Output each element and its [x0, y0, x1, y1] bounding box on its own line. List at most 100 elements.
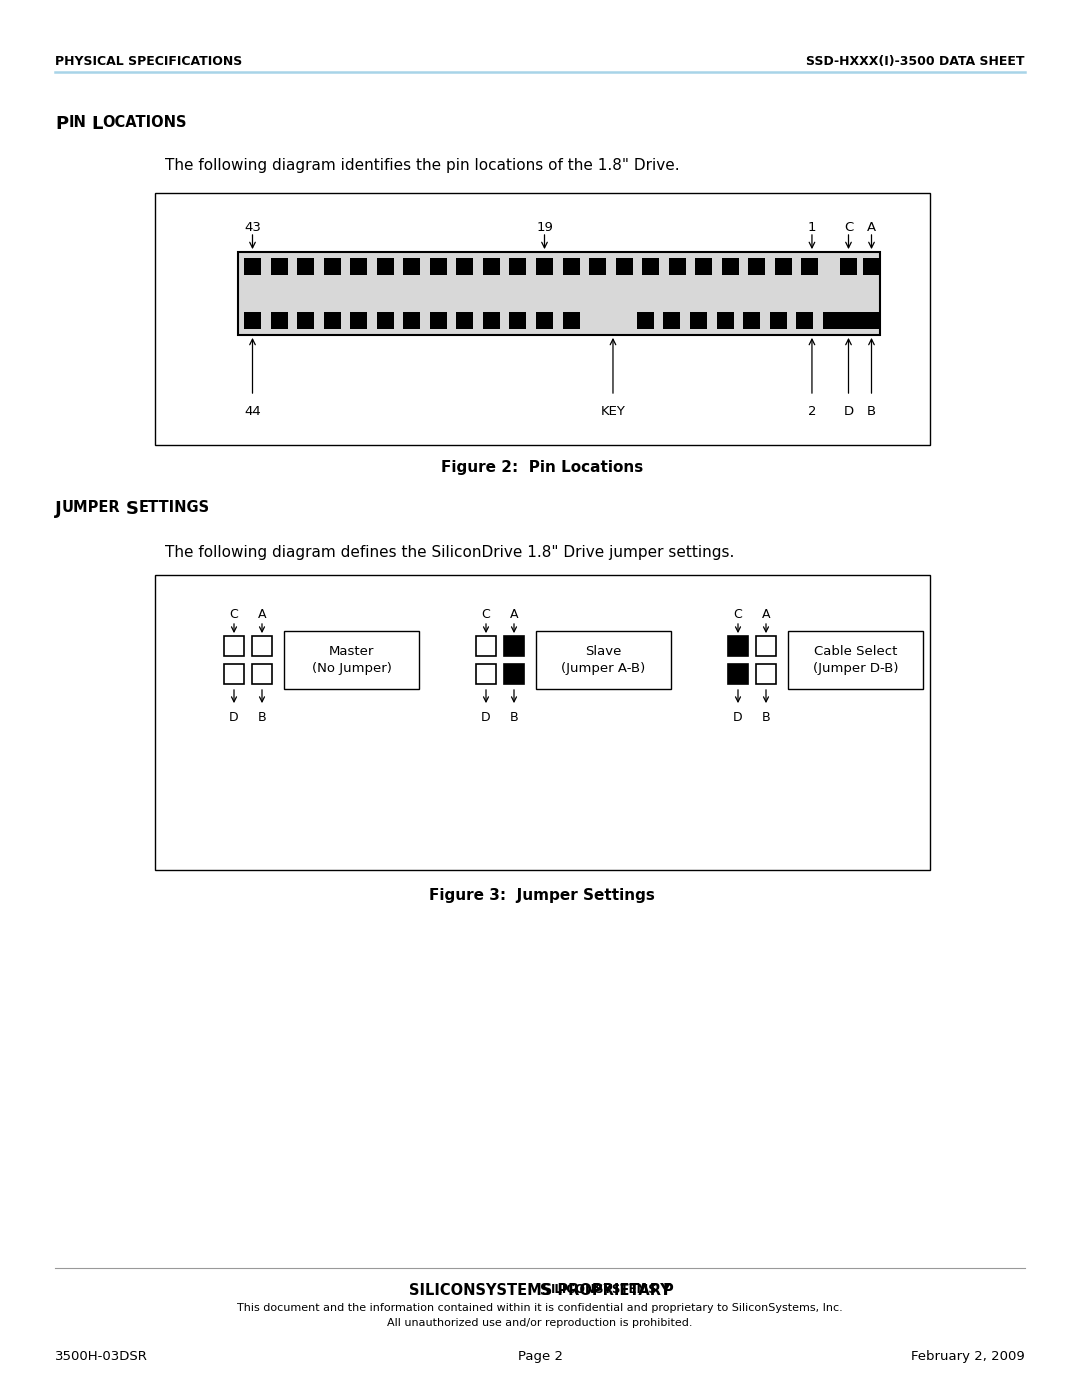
Bar: [377, 312, 394, 330]
Text: ETTINGS: ETTINGS: [138, 500, 210, 515]
Bar: [728, 664, 748, 685]
Text: KEY: KEY: [600, 405, 625, 418]
Text: SILICONSYSTEMS PROPRIETARY: SILICONSYSTEMS PROPRIETARY: [409, 1282, 671, 1298]
Bar: [244, 312, 261, 330]
Bar: [589, 258, 606, 275]
Bar: [536, 312, 553, 330]
Text: A: A: [761, 608, 770, 622]
Text: 44: 44: [244, 405, 261, 418]
Bar: [224, 636, 244, 657]
Bar: [156, 193, 930, 446]
Bar: [284, 631, 419, 689]
Text: SSD-HXXX(I)-3500 DATA SHEET: SSD-HXXX(I)-3500 DATA SHEET: [807, 54, 1025, 68]
Bar: [244, 258, 261, 275]
Text: D: D: [482, 711, 490, 724]
Bar: [403, 258, 420, 275]
Text: 1: 1: [808, 221, 816, 235]
Bar: [536, 258, 553, 275]
Bar: [801, 258, 819, 275]
Bar: [252, 664, 272, 685]
Bar: [430, 312, 447, 330]
Bar: [616, 258, 633, 275]
Text: D: D: [843, 405, 853, 418]
Text: B: B: [761, 711, 770, 724]
Text: Cable Select
(Jumper D-B): Cable Select (Jumper D-B): [813, 645, 899, 675]
Text: February 2, 2009: February 2, 2009: [912, 1350, 1025, 1363]
Bar: [271, 312, 287, 330]
Text: B: B: [258, 711, 267, 724]
Bar: [324, 312, 340, 330]
Text: Slave
(Jumper A-B): Slave (Jumper A-B): [562, 645, 646, 675]
Text: IN: IN: [68, 115, 86, 130]
Text: B: B: [510, 711, 518, 724]
Text: S: S: [540, 1282, 551, 1298]
Bar: [849, 312, 866, 330]
Bar: [238, 251, 880, 335]
Text: The following diagram identifies the pin locations of the 1.8" Drive.: The following diagram identifies the pin…: [165, 158, 679, 173]
Text: 19: 19: [536, 221, 553, 235]
Bar: [510, 312, 526, 330]
Text: Figure 2:  Pin Locations: Figure 2: Pin Locations: [441, 460, 643, 475]
Bar: [637, 312, 653, 330]
Bar: [563, 312, 580, 330]
Text: 3500H-03DSR: 3500H-03DSR: [55, 1350, 148, 1363]
Bar: [863, 312, 880, 330]
Bar: [788, 631, 923, 689]
Text: D: D: [229, 711, 239, 724]
Bar: [504, 636, 524, 657]
Bar: [224, 664, 244, 685]
Text: Page 2: Page 2: [517, 1350, 563, 1363]
Bar: [504, 664, 524, 685]
Text: P: P: [55, 115, 68, 133]
Bar: [728, 636, 748, 657]
Bar: [643, 258, 659, 275]
Text: D: D: [733, 711, 743, 724]
Text: S: S: [125, 500, 138, 518]
Bar: [457, 258, 473, 275]
Text: Master
(No Jumper): Master (No Jumper): [311, 645, 391, 675]
Text: 43: 43: [244, 221, 261, 235]
Bar: [863, 258, 880, 275]
Bar: [483, 258, 500, 275]
Bar: [696, 258, 713, 275]
Text: PHYSICAL SPECIFICATIONS: PHYSICAL SPECIFICATIONS: [55, 54, 242, 68]
Bar: [324, 258, 340, 275]
Text: L: L: [91, 115, 103, 133]
Text: C: C: [843, 221, 853, 235]
Bar: [563, 258, 580, 275]
Bar: [510, 258, 526, 275]
Text: OCATIONS: OCATIONS: [103, 115, 187, 130]
Bar: [297, 258, 314, 275]
Bar: [156, 576, 930, 870]
Text: This document and the information contained within it is confidential and propri: This document and the information contai…: [238, 1303, 842, 1313]
Bar: [403, 312, 420, 330]
Bar: [297, 312, 314, 330]
Bar: [476, 636, 496, 657]
Bar: [823, 312, 839, 330]
Bar: [669, 258, 686, 275]
Bar: [748, 258, 766, 275]
Bar: [350, 258, 367, 275]
Text: 2: 2: [808, 405, 816, 418]
Text: C: C: [230, 608, 239, 622]
Bar: [840, 312, 858, 330]
Bar: [457, 312, 473, 330]
Text: C: C: [482, 608, 490, 622]
Bar: [690, 312, 707, 330]
Bar: [756, 636, 777, 657]
Bar: [770, 312, 786, 330]
Bar: [796, 312, 813, 330]
Bar: [483, 312, 500, 330]
Bar: [756, 664, 777, 685]
Text: A: A: [510, 608, 518, 622]
Bar: [721, 258, 739, 275]
Text: All unauthorized use and/or reproduction is prohibited.: All unauthorized use and/or reproduction…: [388, 1317, 692, 1329]
Bar: [775, 258, 792, 275]
Bar: [716, 312, 733, 330]
Text: P: P: [662, 1282, 673, 1298]
Text: Figure 3:  Jumper Settings: Figure 3: Jumper Settings: [429, 888, 654, 902]
Bar: [663, 312, 680, 330]
Bar: [536, 631, 671, 689]
Bar: [350, 312, 367, 330]
Text: C: C: [733, 608, 742, 622]
